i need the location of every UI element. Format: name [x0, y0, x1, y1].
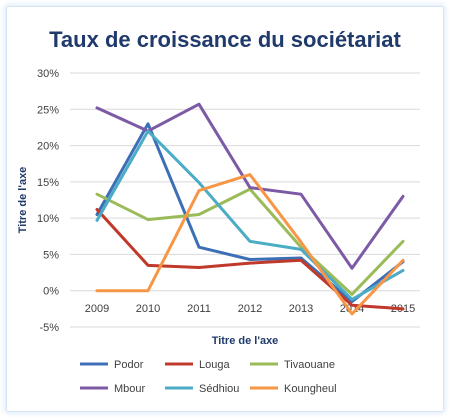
- x-tick-label: 2009: [85, 303, 109, 315]
- y-tick-label: -5%: [39, 322, 59, 334]
- x-tick-label: 2012: [238, 303, 262, 315]
- chart-frame: Taux de croissance du sociétariat: [6, 6, 444, 412]
- y-tick-label: 30%: [37, 68, 59, 80]
- y-tick-label: 10%: [37, 213, 59, 225]
- x-tick-label: 2011: [187, 303, 211, 315]
- y-tick-label: 15%: [37, 177, 59, 189]
- x-tick-label: 2013: [289, 303, 313, 315]
- series-line-koungheul: [95, 173, 405, 316]
- legend-label: Sédhiou: [199, 383, 239, 395]
- series-line-podor: [95, 122, 405, 304]
- series-line-louga: [95, 207, 405, 311]
- x-tick-label: 2010: [136, 303, 160, 315]
- series-line-s-dhiou: [95, 129, 405, 301]
- y-axis-title: Titre de l'axe: [17, 167, 29, 234]
- x-axis-title: Titre de l'axe: [212, 335, 279, 347]
- legend-label: Tivaouane: [284, 359, 335, 371]
- legend-label: Louga: [199, 359, 230, 371]
- legend-label: Koungheul: [284, 383, 337, 395]
- chart-title: Taux de croissance du sociétariat: [49, 27, 401, 52]
- series-line-mbour: [95, 102, 405, 270]
- y-tick-label: 5%: [43, 249, 59, 261]
- legend-label: Mbour: [114, 383, 146, 395]
- y-tick-label: 25%: [37, 104, 59, 116]
- y-tick-label: 20%: [37, 141, 59, 153]
- y-tick-label: 0%: [43, 286, 59, 298]
- legend-label: Podor: [114, 359, 144, 371]
